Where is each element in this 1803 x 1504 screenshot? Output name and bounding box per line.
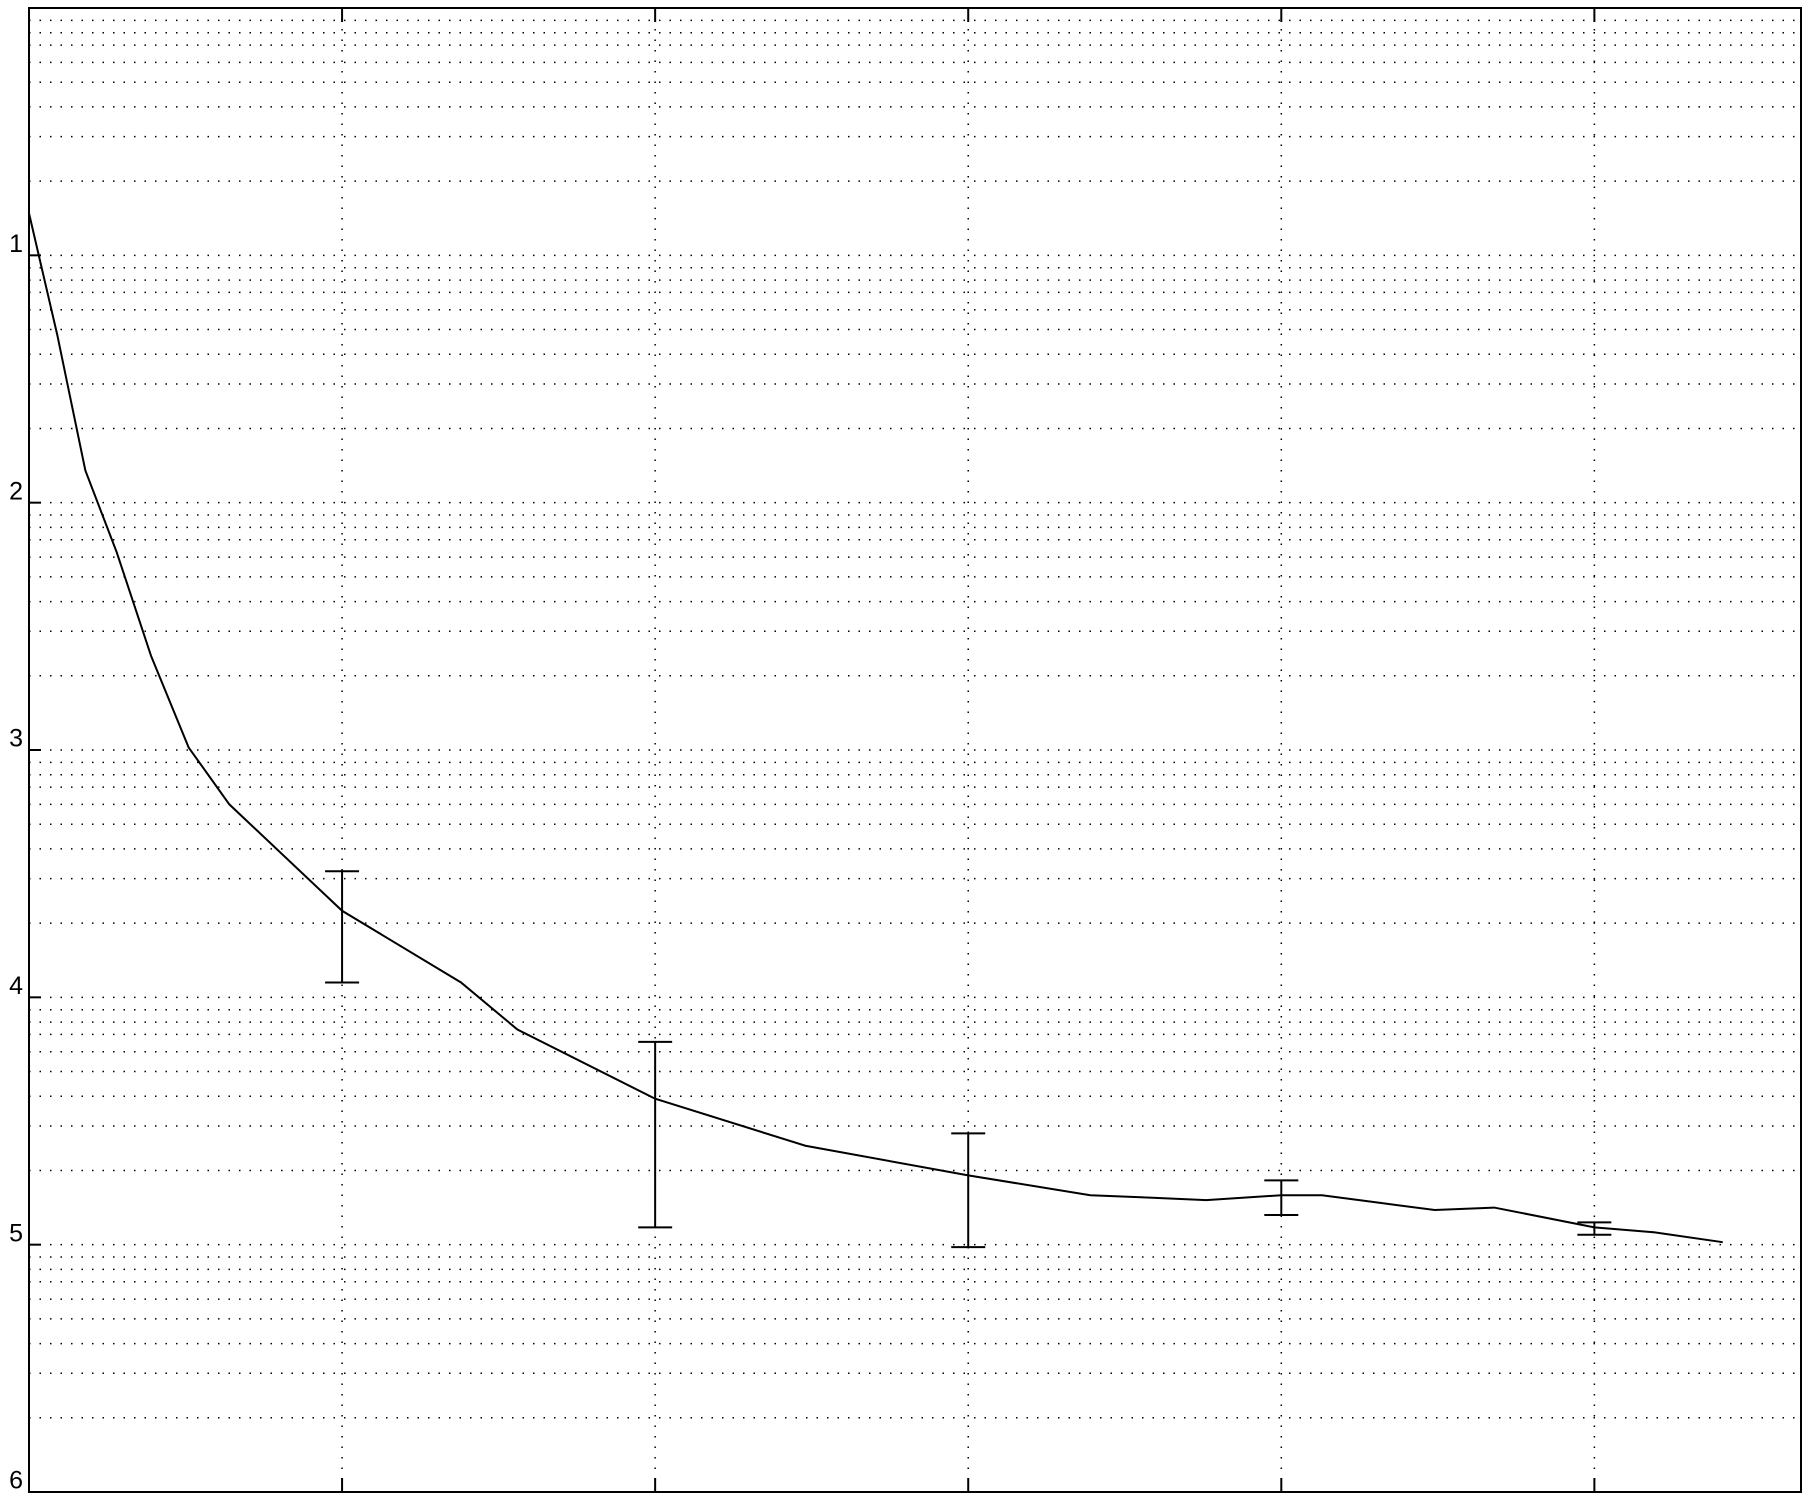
y-tick-label: 4 (9, 972, 23, 1000)
plot-frame (28, 7, 1802, 1493)
y-tick-label: 1 (9, 230, 23, 258)
y-tick-label: 3 (9, 725, 23, 753)
data-line (28, 213, 1723, 1244)
y-tick-label: 5 (9, 1219, 23, 1247)
y-tick-label: 2 (9, 477, 23, 505)
y-tick-label: 6 (9, 1467, 23, 1495)
